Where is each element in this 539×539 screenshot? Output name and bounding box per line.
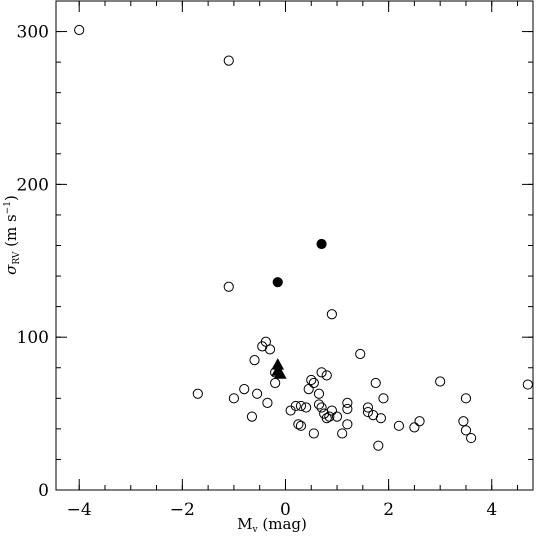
- open-circle-point: [239, 384, 250, 395]
- x-tick-label: 4: [486, 500, 497, 520]
- open-circle-point: [331, 411, 343, 422]
- open-circle-point: [321, 413, 332, 424]
- open-circle-point: [306, 374, 317, 386]
- open-circle-point: [326, 309, 337, 320]
- open-circle-point: [362, 402, 374, 413]
- open-circle-point: [316, 402, 327, 413]
- open-circle-point: [466, 432, 477, 444]
- open-circle-point: [74, 24, 85, 36]
- x-tick-label: −4: [67, 500, 92, 520]
- open-circle-point: [246, 411, 258, 422]
- open-circle-point: [228, 393, 240, 404]
- open-circle-point: [342, 419, 353, 430]
- open-circle-point: [295, 420, 307, 431]
- open-circle-point: [342, 397, 353, 408]
- filled-circle-point: [316, 238, 327, 250]
- open-circle-point: [324, 411, 335, 422]
- open-circle-point: [223, 55, 234, 66]
- y-axis-label: σRV (m s−1): [2, 195, 22, 275]
- open-circle-point: [192, 388, 203, 399]
- open-circle-point: [270, 377, 281, 389]
- open-circle-point: [308, 377, 319, 389]
- open-circle-point: [373, 440, 384, 451]
- axis-tick-labels: −4 −2 0 2 4 0 100 200 300: [17, 23, 498, 520]
- open-circle-point: [295, 400, 307, 412]
- open-circle-point: [355, 348, 366, 360]
- open-circle-point: [316, 367, 327, 378]
- open-circle-point: [337, 428, 348, 439]
- open-circle-point: [223, 281, 234, 292]
- axis-ticks: [56, 0, 533, 491]
- open-circle-point: [290, 400, 301, 412]
- x-tick-label: 2: [383, 500, 394, 520]
- open-circle-point: [326, 405, 337, 416]
- filled-triangle-point: [273, 367, 287, 379]
- filled-circle-point: [272, 277, 283, 288]
- open-circle-point: [252, 388, 263, 399]
- open-circle-point: [370, 377, 381, 389]
- open-circle-point: [260, 336, 271, 347]
- y-tick-label: 300: [17, 23, 49, 43]
- open-circle-point: [308, 428, 319, 439]
- y-tick-label: 200: [17, 175, 49, 195]
- open-circle-point: [458, 416, 469, 427]
- open-circle-point: [321, 370, 332, 381]
- open-circle-point: [262, 397, 273, 408]
- open-circle-point: [522, 379, 533, 390]
- open-circle-point: [393, 420, 405, 431]
- open-circle-point: [264, 344, 276, 355]
- open-circle-point: [313, 388, 325, 399]
- open-circle-point: [249, 355, 260, 366]
- x-tick-label: −2: [170, 500, 195, 520]
- y-tick-label: 0: [38, 481, 49, 501]
- open-circle-point: [293, 419, 304, 430]
- open-circle-point: [409, 422, 420, 433]
- open-circle-point: [435, 376, 446, 387]
- open-circle-point: [414, 416, 425, 427]
- open-circle-point: [362, 406, 374, 418]
- open-circle-point: [313, 399, 325, 410]
- x-axis-label: Mv (mag): [237, 515, 307, 535]
- open-circle-point: [460, 425, 472, 436]
- open-circle-point: [342, 403, 353, 415]
- open-circle-point: [303, 384, 314, 395]
- y-tick-label: 100: [17, 328, 49, 348]
- open-circle-point: [460, 393, 472, 404]
- open-circle-point: [301, 402, 312, 413]
- data-points: [74, 24, 533, 451]
- open-circle-point: [375, 413, 386, 424]
- open-circle-point: [378, 393, 389, 404]
- x-tick-label: 0: [280, 500, 291, 520]
